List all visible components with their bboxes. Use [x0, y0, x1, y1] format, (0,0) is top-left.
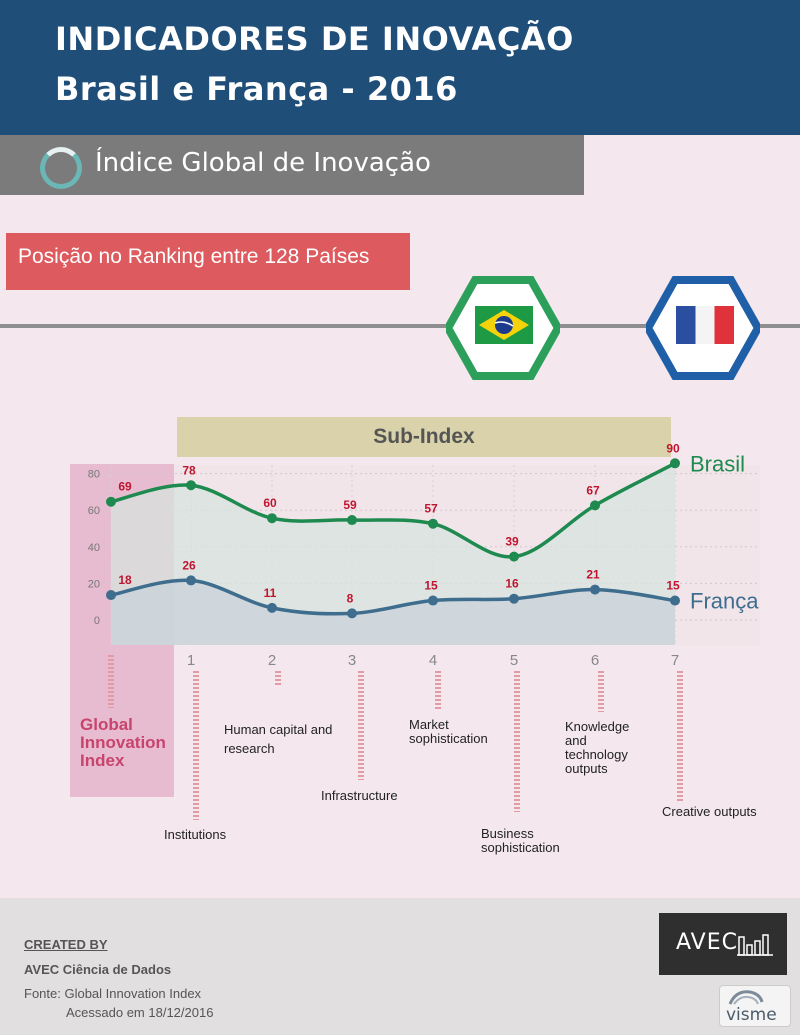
- data-label: 21: [586, 568, 600, 582]
- data-point: [186, 480, 196, 491]
- gii-label: Global Innovation Index: [80, 715, 166, 770]
- data-point: [509, 551, 519, 562]
- ranking-label: Posição no Ranking entre 128 Países: [18, 245, 370, 268]
- source-text: Fonte: Global Innovation Index: [24, 986, 202, 1001]
- visme-mark-icon: [728, 990, 764, 1005]
- series-line: [110, 578, 676, 616]
- subindex-label: Sub-Index: [373, 425, 475, 448]
- data-label: 26: [182, 558, 196, 572]
- data-label: 90: [666, 441, 680, 455]
- ring-icon: [40, 147, 82, 189]
- data-label: 60: [263, 496, 277, 510]
- x-tick-label: 7: [671, 652, 679, 669]
- avec-logo-text: AVEC: [676, 930, 738, 955]
- data-label: 39: [505, 535, 519, 549]
- category-label: Business sophistication: [481, 826, 560, 855]
- data-point: [590, 500, 600, 511]
- section-title: Índice Global de Inovação: [95, 148, 431, 178]
- data-point: [186, 575, 196, 586]
- org-name: AVEC Ciência de Dados: [24, 962, 172, 977]
- x-tick-label: 5: [510, 652, 518, 669]
- x-tick-label: 2: [268, 652, 276, 669]
- data-label: 15: [666, 579, 680, 593]
- category-label: Creative outputs: [662, 804, 757, 819]
- data-point: [670, 458, 680, 469]
- data-point: [347, 608, 357, 619]
- visme-text: visme: [726, 1005, 777, 1025]
- data-point: [267, 513, 277, 524]
- brasil-flag-icon: [475, 306, 533, 344]
- y-tick-label: 60: [88, 505, 100, 517]
- page-subtitle: Brasil e França - 2016: [55, 70, 458, 108]
- section-bar: Índice Global de Inovação: [0, 135, 584, 195]
- accessed-date: Acessado em 18/12/2016: [66, 1005, 214, 1020]
- ranking-banner: Posição no Ranking entre 128 Países: [6, 233, 410, 290]
- header-banner: INDICADORES DE INOVAÇÃO Brasil e França …: [0, 0, 800, 135]
- category-label: Human capital and research: [224, 722, 333, 756]
- y-tick-label: 20: [88, 578, 100, 590]
- data-point: [106, 496, 116, 507]
- data-label: 15: [424, 579, 438, 593]
- x-tick-label: 6: [591, 652, 599, 669]
- series-name-label: Brasil: [690, 451, 745, 476]
- y-tick-label: 40: [88, 542, 100, 554]
- data-point: [590, 584, 600, 595]
- category-label: Knowledge and technology outputs: [565, 719, 630, 776]
- y-tick-label: 0: [94, 615, 100, 627]
- created-by-label: CREATED BY: [24, 937, 108, 952]
- data-label: 67: [586, 483, 600, 497]
- data-label: 8: [347, 591, 354, 605]
- x-tick-label: 3: [348, 652, 356, 669]
- data-point: [428, 518, 438, 529]
- data-point: [670, 595, 680, 606]
- category-label: Institutions: [164, 827, 227, 842]
- avec-logo: AVEC: [659, 913, 787, 975]
- data-label: 57: [424, 502, 438, 516]
- divider-line: [0, 324, 800, 328]
- data-point: [509, 593, 519, 604]
- data-label: 78: [182, 463, 196, 477]
- category-label: Infrastructure: [321, 788, 398, 803]
- data-label: 59: [343, 498, 357, 512]
- x-tick-label: 1: [187, 652, 195, 669]
- x-tick-label: 4: [429, 652, 437, 669]
- series-line: [110, 461, 676, 559]
- series-name-label: França: [690, 589, 759, 614]
- visme-logo: visme: [719, 985, 791, 1027]
- y-tick-label: 80: [88, 469, 100, 481]
- bar-chart-icon: [737, 934, 773, 956]
- data-label: 11: [264, 586, 277, 600]
- data-label: 16: [505, 577, 519, 591]
- category-label: Market sophistication: [409, 717, 488, 746]
- data-point: [106, 590, 116, 601]
- data-point: [428, 595, 438, 606]
- data-point: [267, 602, 277, 613]
- data-point: [347, 515, 357, 526]
- series-area: [111, 580, 675, 645]
- page-title: INDICADORES DE INOVAÇÃO: [55, 20, 574, 58]
- subindex-header: Sub-Index: [177, 417, 671, 457]
- franca-flag-icon: [676, 306, 734, 344]
- data-label: 69: [118, 480, 132, 494]
- data-label: 18: [118, 573, 132, 587]
